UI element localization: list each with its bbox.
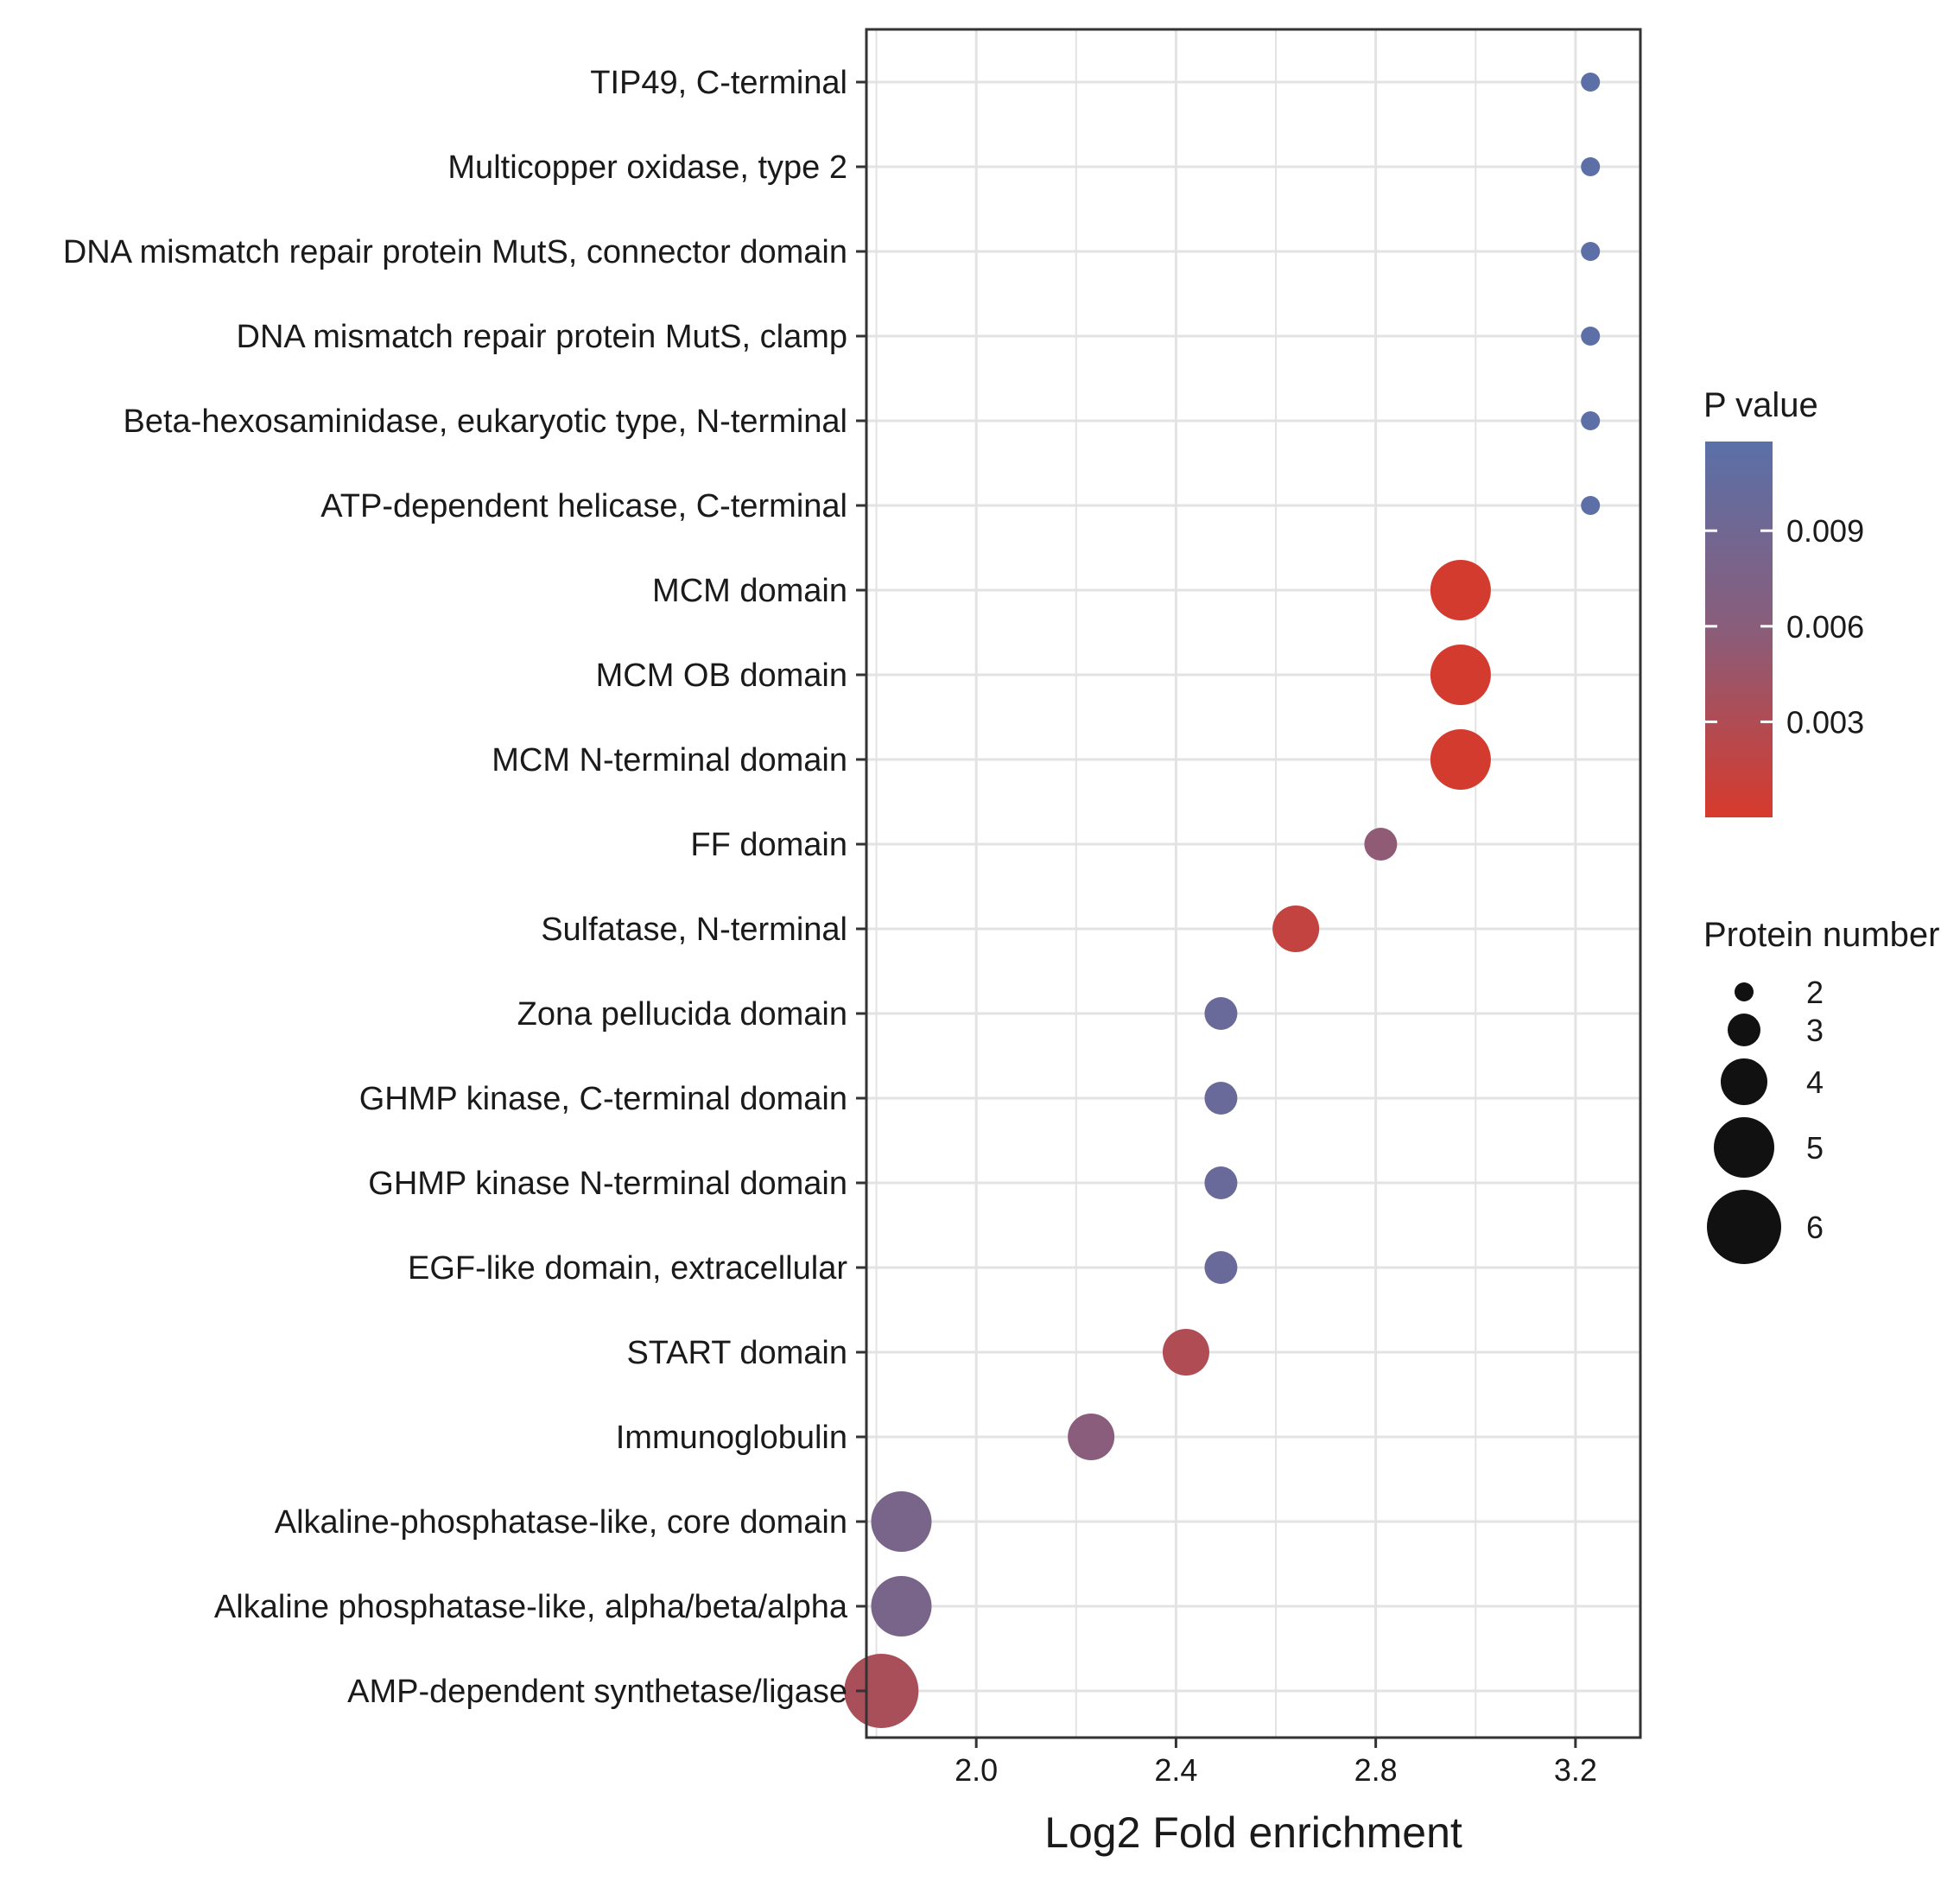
y-tick-label: AMP-dependent synthetase/ligase bbox=[347, 1674, 847, 1710]
colorbar-tick-label: 0.009 bbox=[1786, 513, 1864, 549]
data-point bbox=[1581, 496, 1601, 515]
size-legend-point bbox=[1735, 982, 1754, 1001]
p-value-colorbar bbox=[1705, 442, 1773, 817]
size-legend-label: 2 bbox=[1806, 975, 1824, 1010]
y-tick-label: GHMP kinase N-terminal domain bbox=[368, 1166, 847, 1202]
data-point bbox=[1364, 828, 1398, 861]
y-tick-label: Zona pellucida domain bbox=[517, 996, 847, 1033]
y-tick-label: Alkaline phosphatase-like, alpha/beta/al… bbox=[214, 1589, 848, 1625]
size-legend-point bbox=[1707, 1190, 1781, 1264]
data-point bbox=[1581, 327, 1601, 346]
y-tick-label: EGF-like domain, extracellular bbox=[408, 1250, 847, 1287]
grid-lines bbox=[866, 29, 1640, 1738]
plot-panel-border bbox=[865, 28, 1642, 1739]
data-point bbox=[1204, 1251, 1238, 1284]
size-legend-point bbox=[1714, 1117, 1774, 1178]
size-legend-items: 23 4 5 6 bbox=[1707, 975, 1824, 1264]
data-point bbox=[1068, 1414, 1115, 1460]
y-tick-label: TIP49, C-terminal bbox=[590, 65, 847, 101]
data-point bbox=[1430, 645, 1491, 705]
size-legend-label: 3 bbox=[1806, 1013, 1824, 1048]
colorbar-tick-label: 0.006 bbox=[1786, 609, 1864, 645]
p-value-legend-title: P value bbox=[1703, 386, 1818, 424]
y-tick-label: GHMP kinase, C-terminal domain bbox=[359, 1081, 847, 1117]
data-point bbox=[871, 1491, 932, 1552]
y-tick-label: ATP-dependent helicase, C-terminal bbox=[320, 488, 847, 524]
data-point bbox=[844, 1654, 919, 1728]
data-point bbox=[1204, 997, 1238, 1030]
data-point bbox=[1581, 242, 1601, 261]
data-point bbox=[871, 1576, 932, 1636]
y-tick-label: MCM OB domain bbox=[596, 658, 847, 694]
x-tick-label: 2.8 bbox=[1354, 1752, 1398, 1788]
y-tick-label: FF domain bbox=[690, 827, 847, 863]
x-tick-label: 2.4 bbox=[1154, 1752, 1197, 1788]
colorbar-tick-label: 0.003 bbox=[1786, 704, 1864, 740]
data-point bbox=[1430, 560, 1491, 620]
y-tick-label: Alkaline-phosphatase-like, core domain bbox=[275, 1504, 847, 1541]
x-tick-label: 2.0 bbox=[955, 1752, 998, 1788]
data-points bbox=[844, 73, 1601, 1728]
data-point bbox=[1204, 1082, 1238, 1115]
data-point bbox=[1204, 1166, 1238, 1199]
y-axis-labels: TIP49, C-terminal Multicopper oxidase, ty… bbox=[63, 65, 866, 1710]
y-tick-label: Multicopper oxidase, type 2 bbox=[447, 149, 847, 186]
data-point bbox=[1162, 1329, 1209, 1376]
x-tick-label: 3.2 bbox=[1554, 1752, 1597, 1788]
data-point bbox=[1272, 906, 1320, 952]
y-tick-label: DNA mismatch repair protein MutS, connec… bbox=[63, 234, 847, 270]
data-point bbox=[1430, 729, 1491, 790]
data-point bbox=[1581, 157, 1601, 176]
p-value-legend: P value 0.009 0.006 0.003 bbox=[1703, 386, 1864, 817]
size-legend-point bbox=[1721, 1058, 1767, 1105]
y-tick-label: Sulfatase, N-terminal bbox=[541, 912, 847, 948]
x-axis-title: Log2 Fold enrichment bbox=[1044, 1808, 1462, 1857]
data-point bbox=[1581, 73, 1601, 92]
protein-number-legend-title: Protein number bbox=[1703, 916, 1939, 954]
size-legend-point bbox=[1728, 1014, 1760, 1046]
protein-number-legend: Protein number 23 4 5 6 bbox=[1703, 916, 1939, 1264]
y-tick-label: MCM N-terminal domain bbox=[492, 742, 847, 778]
size-legend-label: 5 bbox=[1806, 1130, 1824, 1166]
size-legend-label: 4 bbox=[1806, 1064, 1824, 1100]
y-tick-label: START domain bbox=[626, 1335, 847, 1371]
x-axis: 2.0 2.4 2.8 3.2 bbox=[955, 1738, 1597, 1788]
y-tick-label: DNA mismatch repair protein MutS, clamp bbox=[237, 319, 847, 355]
y-tick-label: Beta-hexosaminidase, eukaryotic type, N-… bbox=[124, 404, 848, 440]
data-point bbox=[1581, 411, 1601, 430]
colorbar-ticks: 0.009 0.006 0.003 bbox=[1705, 513, 1864, 740]
y-tick-label: Immunoglobulin bbox=[616, 1420, 847, 1456]
size-legend-label: 6 bbox=[1806, 1210, 1824, 1245]
y-tick-label: MCM domain bbox=[652, 573, 847, 609]
